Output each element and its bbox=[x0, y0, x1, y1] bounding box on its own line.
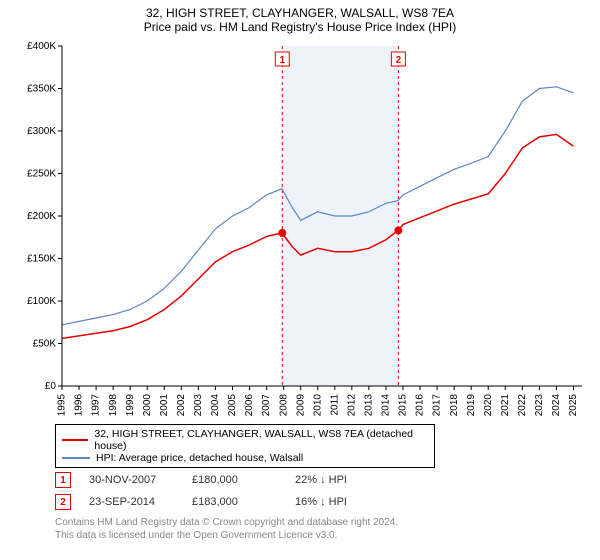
svg-text:1995: 1995 bbox=[57, 394, 68, 417]
svg-text:£200K: £200K bbox=[27, 211, 56, 222]
attribution-line1: Contains HM Land Registry data © Crown c… bbox=[55, 516, 590, 529]
svg-text:1996: 1996 bbox=[74, 394, 85, 417]
svg-text:£0: £0 bbox=[45, 381, 57, 392]
figure: 32, HIGH STREET, CLAYHANGER, WALSALL, WS… bbox=[0, 0, 600, 560]
svg-text:£250K: £250K bbox=[27, 169, 56, 180]
svg-text:2: 2 bbox=[396, 55, 402, 66]
svg-text:2007: 2007 bbox=[261, 394, 272, 417]
svg-text:2024: 2024 bbox=[551, 394, 562, 417]
sale-price: £183,000 bbox=[192, 496, 277, 508]
attribution-line2: This data is licensed under the Open Gov… bbox=[55, 529, 590, 542]
svg-text:2017: 2017 bbox=[432, 394, 443, 417]
chart-title-desc: Price paid vs. HM Land Registry's House … bbox=[10, 20, 590, 34]
svg-text:2016: 2016 bbox=[415, 394, 426, 417]
legend-label-hpi: HPI: Average price, detached house, Wals… bbox=[96, 452, 303, 464]
svg-text:2020: 2020 bbox=[483, 394, 494, 417]
sale-delta: 16% ↓ HPI bbox=[295, 496, 380, 508]
svg-text:£350K: £350K bbox=[27, 84, 56, 95]
svg-text:1: 1 bbox=[279, 55, 285, 66]
sale-marker-icon: 2 bbox=[55, 494, 71, 510]
svg-text:£100K: £100K bbox=[27, 296, 56, 307]
svg-text:£400K: £400K bbox=[27, 41, 56, 52]
chart-title-address: 32, HIGH STREET, CLAYHANGER, WALSALL, WS… bbox=[10, 6, 590, 20]
svg-text:2005: 2005 bbox=[227, 394, 238, 417]
chart-area: £0 £50K £100K £150K £200K £250K £300K £350K £400… bbox=[10, 38, 590, 418]
sale-delta: 22% ↓ HPI bbox=[295, 474, 380, 486]
legend-item-hpi: HPI: Average price, detached house, Wals… bbox=[62, 452, 428, 464]
legend-swatch-property bbox=[62, 439, 88, 441]
svg-text:2018: 2018 bbox=[449, 394, 460, 417]
svg-text:2000: 2000 bbox=[142, 394, 153, 417]
legend-swatch-hpi bbox=[62, 457, 90, 459]
svg-text:2009: 2009 bbox=[295, 394, 306, 417]
sale-row: 1 30-NOV-2007 £180,000 22% ↓ HPI bbox=[55, 472, 590, 488]
svg-text:2006: 2006 bbox=[244, 394, 255, 417]
svg-text:2021: 2021 bbox=[500, 394, 511, 417]
svg-text:£50K: £50K bbox=[33, 339, 57, 350]
svg-text:£150K: £150K bbox=[27, 254, 56, 265]
svg-text:2022: 2022 bbox=[517, 394, 528, 417]
sale-marker-icon: 1 bbox=[55, 472, 71, 488]
svg-text:2010: 2010 bbox=[312, 394, 323, 417]
svg-text:1999: 1999 bbox=[125, 394, 136, 417]
svg-text:2002: 2002 bbox=[176, 394, 187, 417]
sale-row: 2 23-SEP-2014 £183,000 16% ↓ HPI bbox=[55, 494, 590, 510]
legend: 32, HIGH STREET, CLAYHANGER, WALSALL, WS… bbox=[55, 424, 435, 468]
sale-date: 23-SEP-2014 bbox=[89, 496, 174, 508]
svg-text:2025: 2025 bbox=[568, 394, 579, 417]
svg-text:2014: 2014 bbox=[381, 394, 392, 417]
legend-label-property: 32, HIGH STREET, CLAYHANGER, WALSALL, WS… bbox=[94, 428, 428, 452]
line-chart: £0 £50K £100K £150K £200K £250K £300K £350K £400… bbox=[10, 38, 590, 418]
svg-text:2023: 2023 bbox=[534, 394, 545, 417]
svg-text:2004: 2004 bbox=[210, 394, 221, 417]
svg-text:£300K: £300K bbox=[27, 126, 56, 137]
svg-text:2003: 2003 bbox=[193, 394, 204, 417]
svg-text:2012: 2012 bbox=[346, 394, 357, 417]
svg-text:2013: 2013 bbox=[364, 394, 375, 417]
svg-text:2019: 2019 bbox=[466, 394, 477, 417]
sale-date: 30-NOV-2007 bbox=[89, 474, 174, 486]
legend-item-property: 32, HIGH STREET, CLAYHANGER, WALSALL, WS… bbox=[62, 428, 428, 452]
svg-text:2015: 2015 bbox=[398, 394, 409, 417]
chart-title-block: 32, HIGH STREET, CLAYHANGER, WALSALL, WS… bbox=[10, 6, 590, 34]
svg-text:1998: 1998 bbox=[108, 394, 119, 417]
svg-text:2011: 2011 bbox=[329, 394, 340, 416]
svg-text:2001: 2001 bbox=[159, 394, 170, 417]
svg-text:2008: 2008 bbox=[278, 394, 289, 417]
sale-table: 1 30-NOV-2007 £180,000 22% ↓ HPI 2 23-SE… bbox=[55, 472, 590, 510]
sale-price: £180,000 bbox=[192, 474, 277, 486]
attribution: Contains HM Land Registry data © Crown c… bbox=[55, 516, 590, 542]
svg-text:1997: 1997 bbox=[91, 394, 102, 417]
